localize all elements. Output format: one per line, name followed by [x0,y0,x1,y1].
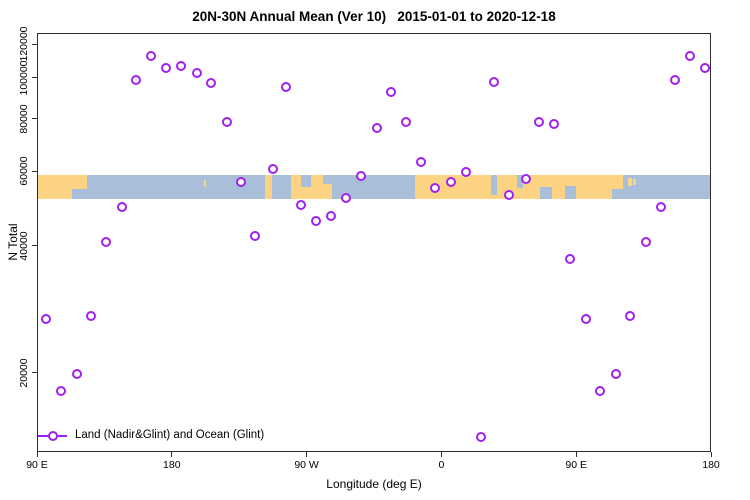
data-point-marker [41,313,52,324]
map-band-ocean-cut [611,189,623,199]
data-point-marker [415,156,426,167]
data-point-marker [295,199,306,210]
y-tick-mark [32,77,37,79]
data-point-marker [71,368,82,379]
map-band-island [633,178,637,185]
map-band-island [312,183,318,189]
data-point-marker [655,201,666,212]
map-band-island [628,177,632,186]
data-point-marker [548,118,559,129]
y-tick-label: 60000 [18,156,30,186]
x-tick-mark [710,452,712,457]
data-point-marker [625,311,636,322]
y-tick-label: 120000 [18,26,30,62]
data-point-marker [326,211,337,222]
y-tick-mark [32,43,37,45]
data-point-marker [372,123,383,134]
y-tick-label: 100000 [18,60,30,96]
data-point-marker [700,62,710,73]
x-tick-label: 90 E [565,459,587,471]
data-point-marker [446,177,457,188]
data-point-marker [580,313,591,324]
data-point-marker [503,189,514,200]
data-point-marker [192,67,203,78]
data-point-marker [221,117,232,128]
map-band-island [203,180,207,187]
data-point-marker [250,230,261,241]
map-band-island [318,182,322,187]
data-point-marker [534,116,544,127]
data-point-marker [281,82,292,93]
map-band-ocean-cut [565,185,576,199]
data-point-marker [116,201,127,212]
y-tick-mark [32,372,37,374]
data-point-marker [311,216,322,227]
data-point-marker [355,170,366,181]
map-band-ocean-cut [539,187,552,199]
y-tick-mark [32,118,37,120]
chart-title: 20N-30N Annual Mean (Ver 10) 2015-01-01 … [192,9,556,24]
x-tick-label: 90 E [26,459,48,471]
data-point-marker [400,116,411,127]
x-tick-label: 180 [163,459,181,471]
map-band-ocean-cut [300,175,312,187]
legend-circle-icon [47,431,58,441]
data-point-marker [684,51,695,62]
data-point-marker [461,166,472,177]
data-point-marker [176,60,187,71]
data-point-marker [145,51,156,62]
y-tick-label: 80000 [18,103,30,134]
data-point-marker [131,75,142,86]
data-point-marker [488,77,499,88]
data-point-marker [640,237,651,248]
x-tick-label: 0 [438,459,445,471]
x-tick-mark [575,452,577,457]
y-tick-label: 20000 [18,358,30,388]
map-band-land [264,175,273,199]
x-tick-mark [440,452,442,457]
data-point-marker [429,182,440,193]
data-point-marker [594,386,605,397]
x-tick-label: 90 W [294,459,319,471]
y-tick-mark [32,170,37,172]
x-tick-mark [171,452,173,457]
data-point-marker [268,164,278,175]
legend-label: Land (Nadir&Glint) and Ocean (Glint) [75,429,265,441]
data-point-marker [476,431,487,442]
data-point-marker [55,386,66,397]
data-point-marker [340,193,351,204]
map-band-ocean-cut [72,189,87,199]
y-tick-label: 40000 [18,231,30,261]
data-point-marker [161,62,172,73]
data-point-marker [670,75,681,86]
map-band-ocean-cut [491,175,498,196]
x-tick-mark [36,452,38,457]
x-tick-label: 180 [702,459,720,471]
x-tick-mark [306,452,308,457]
data-point-marker [385,86,396,97]
data-point-marker [101,237,112,248]
map-band-ocean-cut [322,175,332,184]
y-tick-mark [32,245,37,247]
x-axis-label: Longitude (deg E) [326,477,422,491]
data-point-marker [564,254,575,265]
data-point-marker [206,78,217,89]
plot-area [37,33,711,452]
data-point-marker [236,177,247,188]
data-point-marker [611,368,622,379]
map-band-ocean-cut [273,175,278,187]
map-band-ocean-cut [516,175,523,189]
data-point-marker [520,173,531,184]
data-point-marker [86,311,97,322]
